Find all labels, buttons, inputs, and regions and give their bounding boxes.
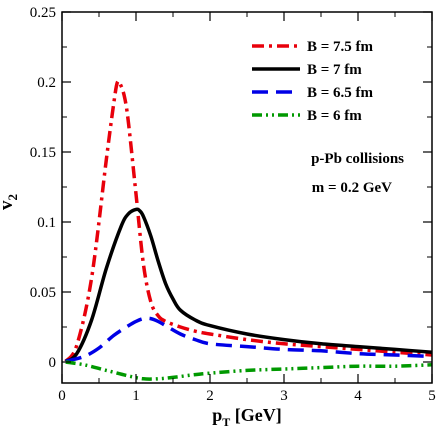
y-tick-label: 0.1 xyxy=(37,215,56,231)
x-axis-label: p xyxy=(212,405,222,425)
y-tick-label: 0.2 xyxy=(37,75,56,91)
series-line-3 xyxy=(65,316,433,363)
y-tick-label: 0.05 xyxy=(30,285,56,301)
annotation-mass: m = 0.2 GeV xyxy=(312,180,392,196)
annotation-collision-system: p-Pb collisions xyxy=(311,151,404,167)
plot-lines xyxy=(64,79,433,381)
plot-frame xyxy=(61,11,433,384)
legend-label-1: B = 7.5 fm xyxy=(307,39,374,55)
x-tick-label: 5 xyxy=(428,388,436,404)
legend-label-4: B = 6 fm xyxy=(307,108,362,124)
y-tick-label: 0 xyxy=(49,355,57,371)
y-tick-label: 0.25 xyxy=(30,5,56,21)
series-line-1 xyxy=(64,79,433,363)
legend-label-2: B = 7 fm xyxy=(307,62,362,78)
x-tick-label: 1 xyxy=(132,388,140,404)
legend: B = 7.5 fm B = 7 fm B = 6.5 fm B = 6 fm xyxy=(252,39,374,124)
x-tick-label: 4 xyxy=(354,388,362,404)
x-axis-subscript: T xyxy=(222,415,230,429)
x-tick-label: 0 xyxy=(58,388,66,404)
y-axis-label: v xyxy=(0,200,17,210)
series-line-2 xyxy=(64,207,433,363)
tick-labels: 0 1 2 3 4 5 0 0.05 0.1 0.15 0.2 0.25 xyxy=(30,5,436,404)
legend-label-3: B = 6.5 fm xyxy=(307,85,374,101)
x-axis-title: pT [GeV] xyxy=(212,405,282,429)
y-tick-label: 0.15 xyxy=(30,145,56,161)
x-tick-label: 2 xyxy=(206,388,214,404)
series-line-4 xyxy=(65,360,433,381)
ticks xyxy=(61,11,433,383)
y-axis-subscript: 2 xyxy=(5,194,20,201)
y-axis-title: v2 xyxy=(0,194,20,210)
x-axis-unit: [GeV] xyxy=(230,405,281,425)
x-tick-label: 3 xyxy=(280,388,288,404)
